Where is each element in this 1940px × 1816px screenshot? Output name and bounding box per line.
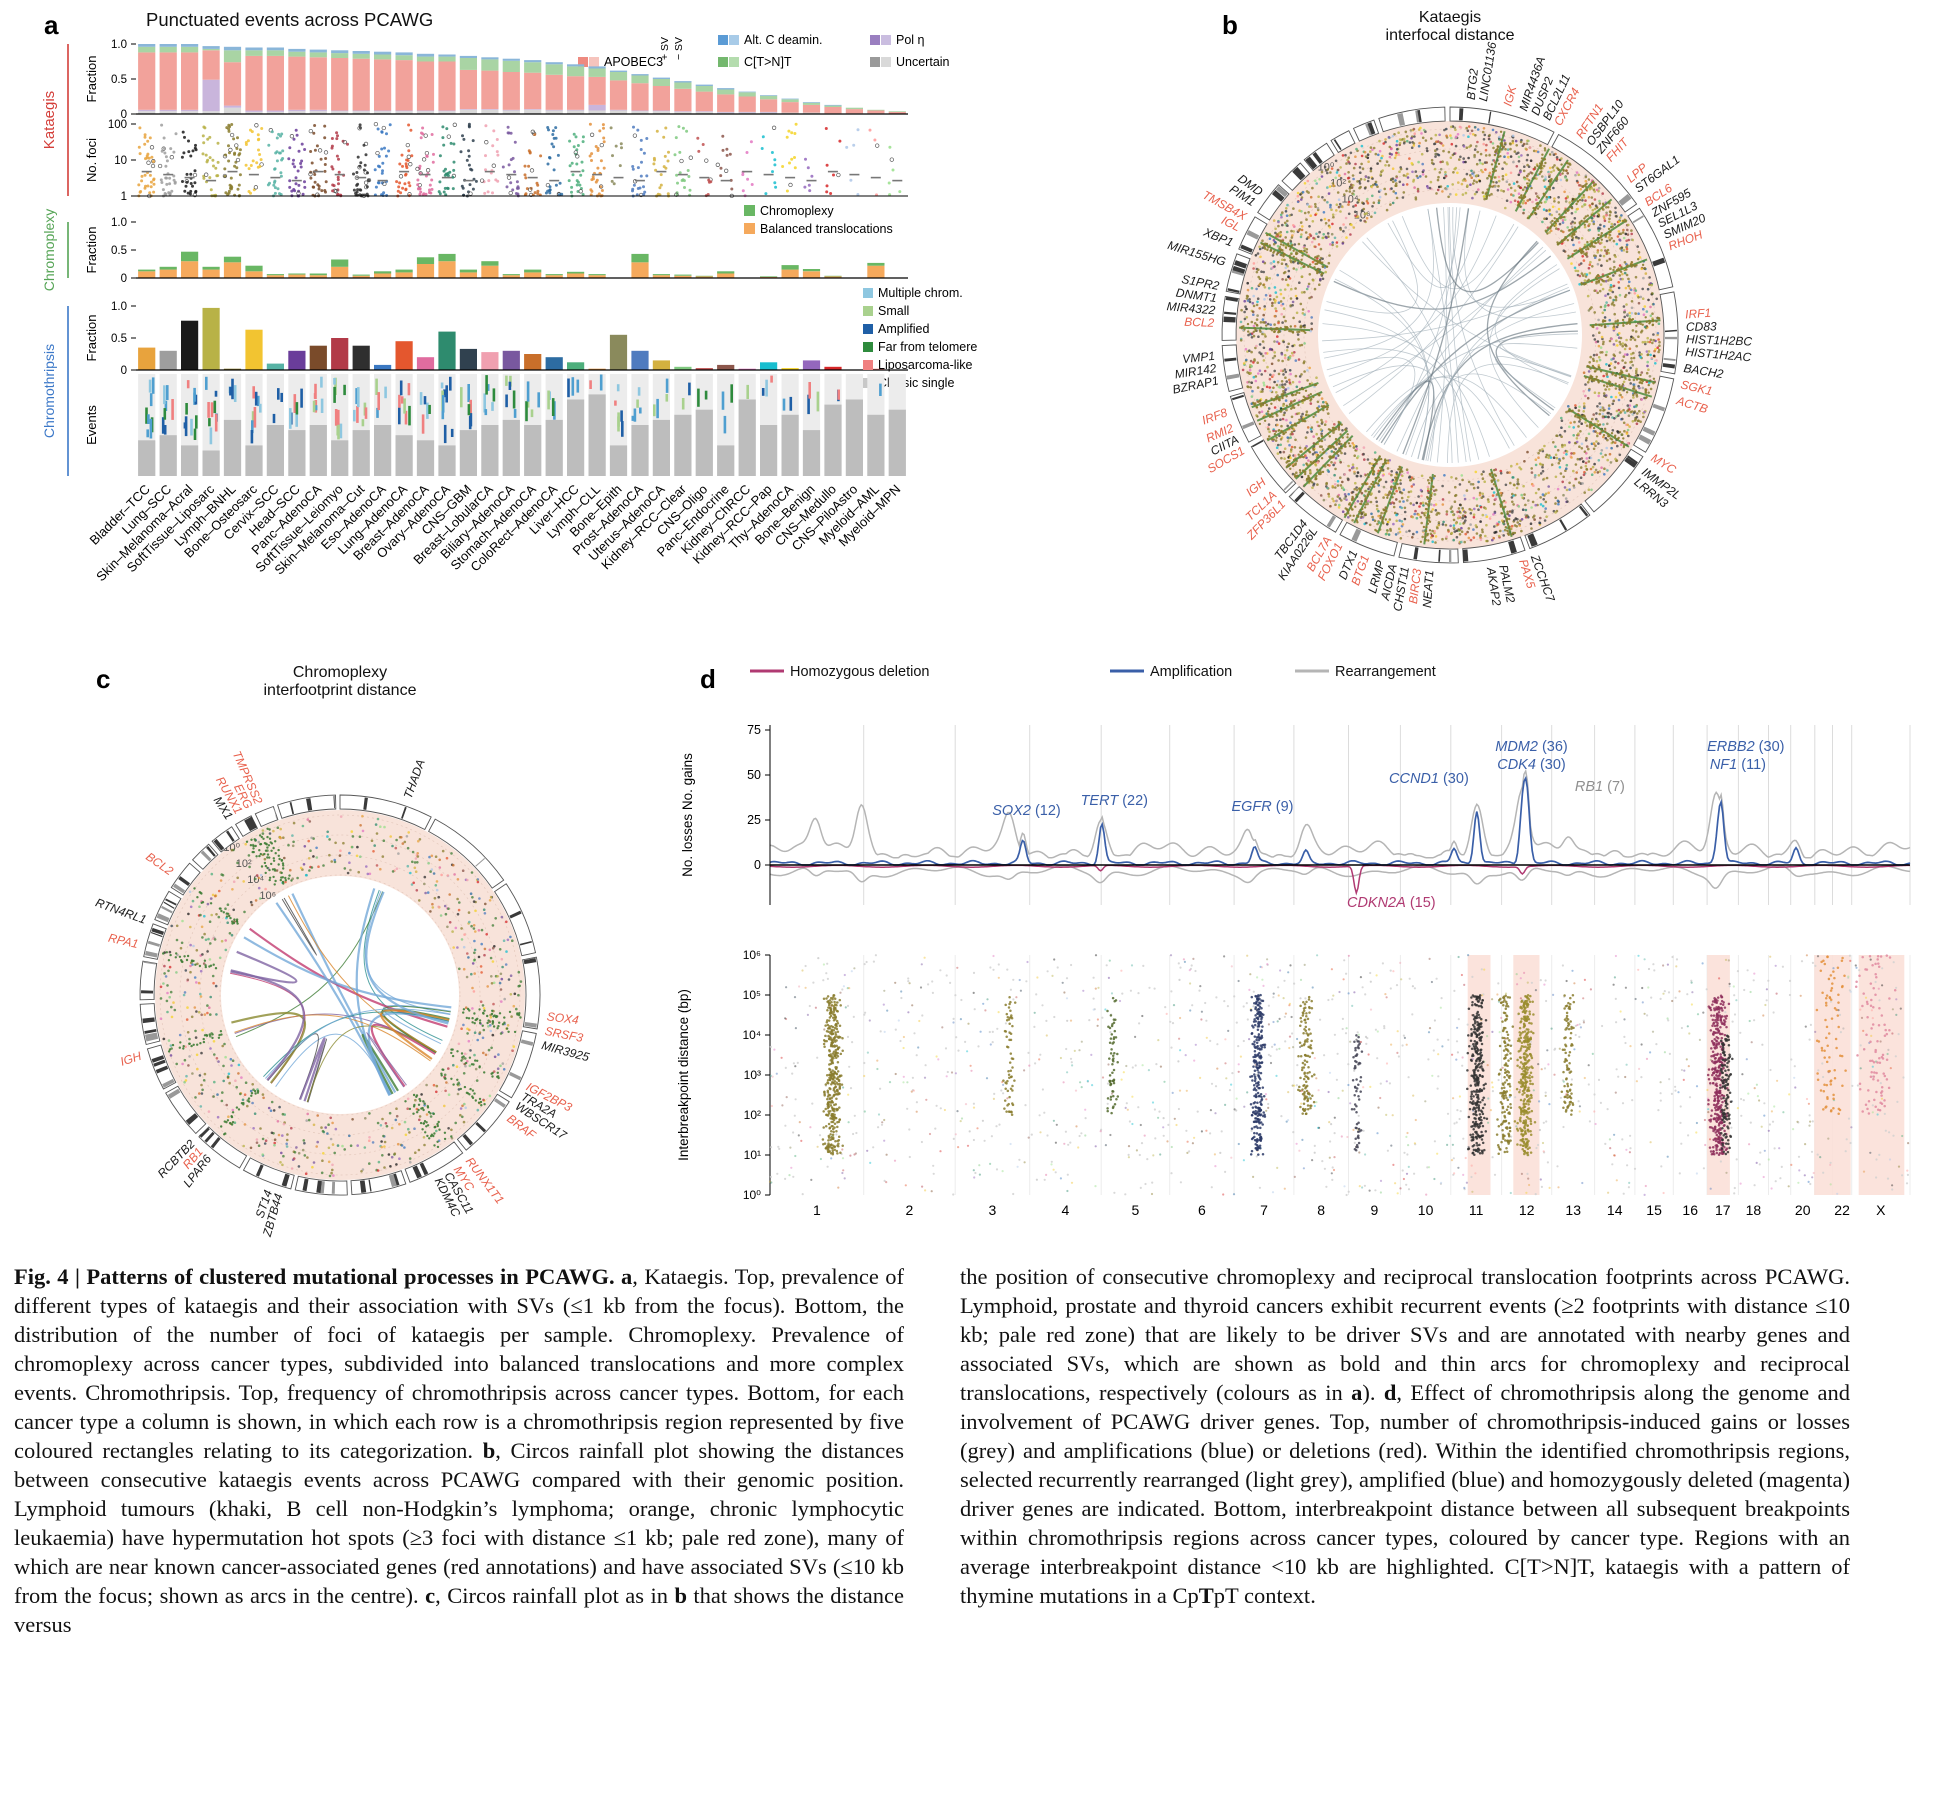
svg-text:0.5: 0.5 (111, 245, 127, 257)
panel-a-label: a (44, 10, 59, 40)
figure-caption: Fig. 4 | Patterns of clustered mutationa… (14, 1262, 1914, 1639)
svg-text:− SV: − SV (673, 37, 685, 60)
svg-text:Liposarcoma-like: Liposarcoma-like (878, 358, 973, 372)
svg-text:Kataegis: Kataegis (41, 91, 58, 149)
svg-text:Uncertain: Uncertain (896, 55, 950, 69)
svg-text:Fraction: Fraction (84, 227, 99, 274)
svg-text:0: 0 (121, 273, 127, 285)
svg-text:Fraction: Fraction (84, 56, 99, 103)
svg-text:C[T>N]T: C[T>N]T (744, 55, 792, 69)
panel-d-genome-plot: Homozygous deletion Amplification Rearrang… (676, 664, 1911, 1218)
svg-text:Fraction: Fraction (84, 315, 99, 362)
caption-column-right: the position of consecutive chromoplexy … (960, 1264, 1850, 1609)
caption-column-left: Fig. 4 | Patterns of clustered mutationa… (14, 1264, 904, 1638)
panel-a-content: Punctuated events across PCAWG + SV − SV Al… (41, 9, 977, 584)
svg-text:10⁰: 10⁰ (1318, 162, 1335, 174)
svg-text:0.5: 0.5 (111, 333, 127, 345)
svg-text:10: 10 (114, 155, 127, 167)
svg-text:interfocal distance: interfocal distance (1386, 27, 1515, 44)
panel-c-label: c (96, 664, 111, 694)
svg-text:+ SV: + SV (659, 37, 671, 60)
svg-text:0: 0 (121, 109, 127, 121)
svg-text:0.5: 0.5 (111, 74, 127, 86)
svg-text:100: 100 (108, 119, 127, 131)
svg-text:Amplified: Amplified (878, 322, 929, 336)
svg-text:Far from telomere: Far from telomere (878, 340, 977, 354)
svg-text:Pol η: Pol η (896, 33, 925, 47)
svg-text:No. foci: No. foci (84, 138, 99, 182)
svg-text:10⁴: 10⁴ (1342, 193, 1359, 205)
svg-text:1.0: 1.0 (111, 39, 127, 51)
chromothripsis-genome-chart: Homozygous deletion Amplification Rearrang… (676, 664, 1911, 1218)
svg-text:1: 1 (121, 191, 127, 203)
svg-text:APOBEC3: APOBEC3 (604, 55, 663, 69)
panel-a-bar-charts: Punctuated events across PCAWG + SV − SV Al… (41, 9, 977, 584)
svg-text:Chromothripsis: Chromothripsis (41, 344, 57, 438)
svg-text:Chromoplexy: Chromoplexy (760, 204, 834, 218)
svg-text:0: 0 (121, 365, 127, 377)
svg-text:Events: Events (84, 405, 99, 445)
svg-text:Multiple chrom.: Multiple chrom. (878, 286, 963, 300)
panel-b-label: b (1222, 10, 1238, 40)
svg-text:1.0: 1.0 (111, 217, 127, 229)
svg-text:Punctuated events across PCAWG: Punctuated events across PCAWG (146, 9, 433, 30)
svg-text:Chromoplexy: Chromoplexy (41, 209, 57, 291)
panel-d-label: d (700, 664, 716, 694)
svg-text:Alt. C deamin.: Alt. C deamin. (744, 33, 823, 47)
svg-text:Small: Small (878, 304, 909, 318)
svg-text:Kataegis: Kataegis (1419, 9, 1481, 26)
svg-text:Balanced translocations: Balanced translocations (760, 222, 893, 236)
svg-text:1.0: 1.0 (111, 301, 127, 313)
